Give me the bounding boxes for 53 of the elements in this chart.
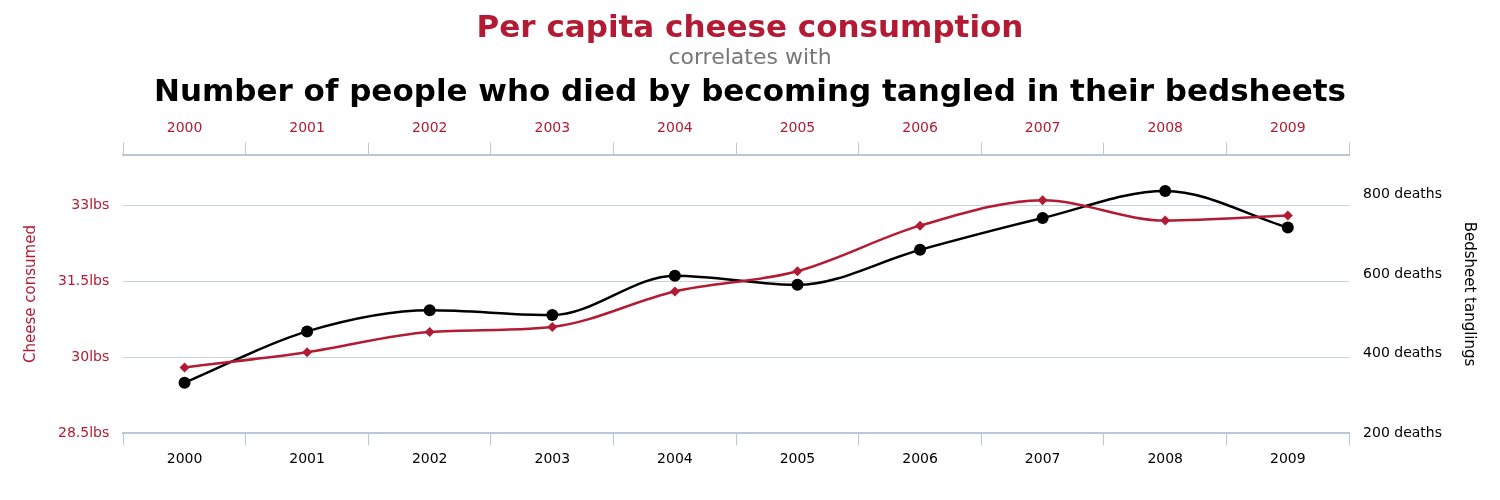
- category-label: 2001: [289, 119, 325, 136]
- x-tick-label: 2005: [779, 450, 816, 467]
- point: [915, 220, 926, 231]
- y2-axis-title: Bedsheet tanglings: [1461, 221, 1480, 367]
- point: [792, 266, 803, 277]
- y2-tick-label: 800 deaths: [1363, 185, 1443, 202]
- point: [791, 278, 804, 291]
- y-tick-label: 31.5lbs: [57, 271, 110, 288]
- x-tick-label: 2007: [1024, 450, 1061, 467]
- point: [1160, 215, 1171, 226]
- category-label: 2006: [902, 119, 938, 136]
- point: [301, 325, 314, 338]
- text: Number of people who died by becoming tangled in their bedsheets: [153, 71, 1347, 110]
- category-label: 2009: [1269, 119, 1306, 136]
- x-tick-label: 2009: [1269, 450, 1306, 467]
- category-label: 2004: [657, 119, 693, 136]
- point: [302, 347, 313, 358]
- point: [424, 326, 435, 337]
- point: [547, 321, 558, 332]
- category-label: 2005: [779, 119, 816, 136]
- x-tick-label: 2000: [166, 450, 203, 467]
- point: [179, 362, 190, 373]
- point: [423, 304, 436, 317]
- point: [1037, 195, 1048, 206]
- point: [178, 376, 191, 389]
- y-tick-label: 30lbs: [71, 347, 110, 364]
- point: [1159, 184, 1172, 197]
- chart-subtitle: correlates with: [667, 44, 833, 70]
- y2-tick-label: 200 deaths: [1363, 423, 1443, 440]
- point: [1036, 212, 1049, 225]
- x-tick-label: 2001: [289, 450, 325, 467]
- point: [1282, 210, 1293, 221]
- y2-tick-label: 600 deaths: [1363, 264, 1443, 281]
- category-label: 2002: [411, 119, 448, 136]
- chart-title: Per capita cheese consumption: [475, 8, 1025, 44]
- category-label: 2003: [534, 119, 571, 136]
- x-tick-label: 2008: [1147, 450, 1184, 467]
- point: [668, 269, 681, 282]
- y-tick-label: 33lbs: [71, 196, 110, 213]
- point: [669, 286, 680, 297]
- x-tick-label: 2002: [411, 450, 448, 467]
- y-axis-title: Cheese consumed: [20, 225, 39, 363]
- x-tick-label: 2004: [657, 450, 693, 467]
- x-tick-label: 2003: [534, 450, 571, 467]
- category-label: 2007: [1024, 119, 1061, 136]
- y2-tick-label: 400 deaths: [1363, 344, 1443, 361]
- point: [914, 243, 927, 256]
- y-tick-label: 28.5lbs: [57, 423, 110, 440]
- point: [1281, 221, 1294, 234]
- category-label: 2008: [1147, 119, 1184, 136]
- x-tick-label: 2006: [902, 450, 938, 467]
- point: [546, 309, 559, 322]
- category-label: 2000: [166, 119, 203, 136]
